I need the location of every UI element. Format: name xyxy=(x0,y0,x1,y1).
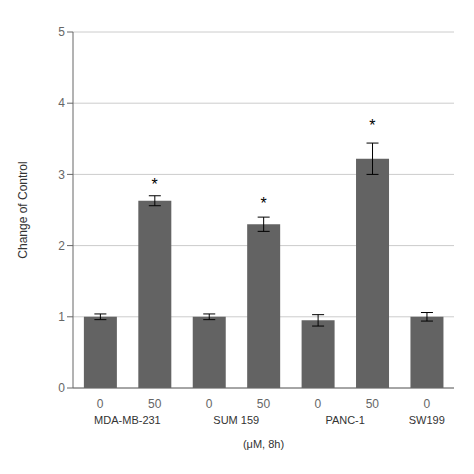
svg-text:0: 0 xyxy=(58,381,65,395)
svg-text:SW199: SW199 xyxy=(409,414,445,426)
svg-text:0: 0 xyxy=(206,397,213,411)
svg-text:*: * xyxy=(260,195,266,212)
svg-text:50: 50 xyxy=(257,397,271,411)
svg-text:50: 50 xyxy=(366,397,380,411)
svg-text:0: 0 xyxy=(315,397,322,411)
svg-text:1: 1 xyxy=(58,310,65,324)
svg-text:*: * xyxy=(369,117,375,134)
svg-text:3: 3 xyxy=(58,168,65,182)
svg-text:Change of Control: Change of Control xyxy=(16,161,30,258)
svg-text:5: 5 xyxy=(58,25,65,39)
svg-text:MDA-MB-231: MDA-MB-231 xyxy=(94,414,161,426)
svg-text:PANC-1: PANC-1 xyxy=(325,414,365,426)
svg-text:4: 4 xyxy=(58,96,65,110)
svg-text:2: 2 xyxy=(58,239,65,253)
svg-text:0: 0 xyxy=(423,397,430,411)
svg-text:50: 50 xyxy=(148,397,162,411)
svg-text:(μM, 8h): (μM, 8h) xyxy=(243,438,284,450)
svg-text:*: * xyxy=(152,176,158,193)
svg-text:SUM 159: SUM 159 xyxy=(213,414,259,426)
svg-text:0: 0 xyxy=(97,397,104,411)
